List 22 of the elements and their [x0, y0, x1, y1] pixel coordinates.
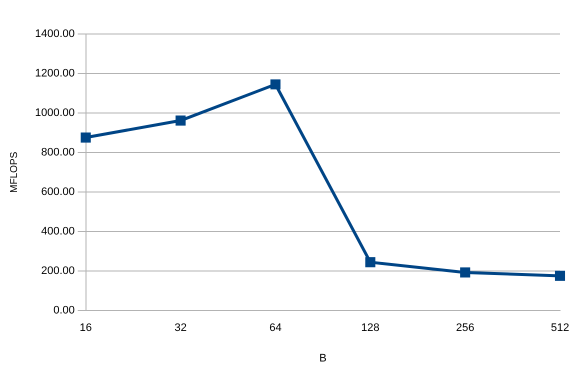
x-tick-label: 256: [456, 322, 474, 334]
y-axis-title: MFLOPS: [8, 151, 20, 193]
x-axis-title: B: [319, 352, 327, 364]
y-tick-label: 400.00: [41, 226, 75, 238]
y-tick-label: 200.00: [41, 265, 75, 278]
y-tick-label: 1400.00: [34, 28, 75, 40]
point: [176, 116, 186, 126]
y-tick-label: 600.00: [41, 186, 75, 198]
x-tick-label: 128: [361, 322, 380, 334]
point: [80, 132, 91, 143]
point: [460, 267, 470, 278]
point: [270, 79, 280, 90]
y-tick-label: 1000.00: [34, 107, 75, 120]
x-tick-label: 32: [174, 322, 187, 334]
y-tick-label: 0.00: [53, 304, 75, 317]
point: [365, 257, 376, 268]
x-tick-label: 64: [269, 322, 282, 334]
y-tick-label: 1200.00: [34, 68, 75, 80]
x-tick-label: 16: [80, 322, 92, 334]
y-tick-label: 800.00: [41, 146, 75, 159]
x-tick-label: 512: [550, 322, 570, 334]
point: [554, 270, 566, 281]
